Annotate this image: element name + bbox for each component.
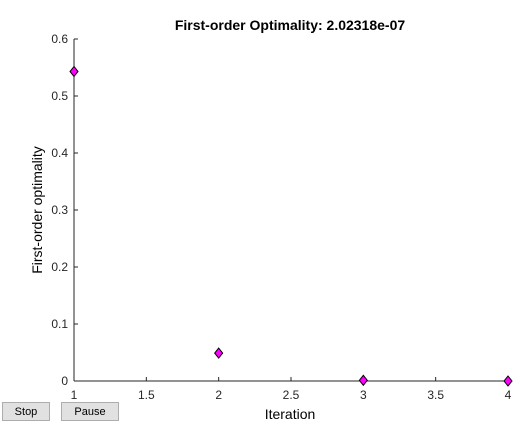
chart-title: First-order Optimality: 2.02318e-07	[175, 17, 406, 33]
y-tick-label: 0.2	[51, 260, 68, 274]
x-tick-label: 4	[505, 388, 512, 402]
y-tick-label: 0.1	[51, 317, 68, 331]
data-markers	[69, 65, 513, 387]
data-point-marker	[69, 65, 79, 78]
data-point-marker	[214, 347, 224, 359]
data-point-marker	[358, 374, 368, 387]
y-axis-label: First-order optimality	[29, 146, 45, 274]
x-axis-label: Iteration	[265, 406, 316, 422]
x-tick-label: 3.5	[427, 388, 444, 402]
axes: 1 1.5 2 2.5 3 3.5 4 0 0.1 0.2 0.3 0.4 0.5 0.6	[51, 32, 511, 402]
stop-button[interactable]: Stop	[2, 402, 50, 421]
y-tick-label: 0.3	[51, 203, 68, 217]
data-point-marker	[503, 375, 513, 387]
y-tick-label: 0.5	[51, 89, 68, 103]
x-tick-label: 2	[215, 388, 222, 402]
pause-button[interactable]: Pause	[61, 402, 119, 421]
x-tick-label: 3	[360, 388, 367, 402]
y-tick-label: 0.4	[51, 146, 68, 160]
x-tick-label: 1	[71, 388, 78, 402]
x-tick-label: 1.5	[138, 388, 155, 402]
x-tick-label: 2.5	[283, 388, 300, 402]
y-tick-label: 0.6	[51, 32, 68, 46]
y-tick-label: 0	[61, 374, 68, 388]
